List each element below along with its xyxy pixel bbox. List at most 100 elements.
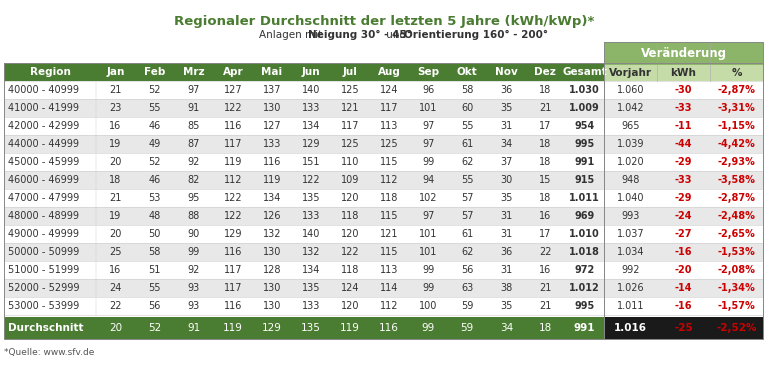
- Text: 18: 18: [539, 85, 551, 95]
- Bar: [4, 117, 604, 135]
- Bar: [604, 317, 763, 339]
- Bar: [4, 207, 604, 225]
- Text: 61: 61: [461, 139, 473, 149]
- Text: Mrz: Mrz: [183, 67, 204, 77]
- Text: 18: 18: [109, 175, 121, 185]
- Text: 82: 82: [187, 175, 200, 185]
- Text: 1.016: 1.016: [614, 323, 647, 333]
- Text: 18: 18: [539, 193, 551, 203]
- Text: 93: 93: [187, 283, 200, 293]
- Text: 38: 38: [500, 283, 512, 293]
- Text: -2,52%: -2,52%: [717, 323, 756, 333]
- Text: 35: 35: [500, 103, 512, 113]
- Text: 972: 972: [574, 265, 594, 275]
- Text: -2,93%: -2,93%: [717, 157, 756, 167]
- Text: 56: 56: [148, 301, 161, 311]
- Text: -2,08%: -2,08%: [717, 265, 756, 275]
- Text: 21: 21: [539, 103, 551, 113]
- Text: 85: 85: [187, 121, 200, 131]
- Text: 116: 116: [223, 247, 242, 257]
- Text: 119: 119: [263, 175, 281, 185]
- Text: Regionaler Durchschnitt der letzten 5 Jahre (kWh/kWp)*: Regionaler Durchschnitt der letzten 5 Ja…: [174, 15, 594, 27]
- Text: Jun: Jun: [302, 67, 320, 77]
- Text: 31: 31: [500, 265, 512, 275]
- Bar: [4, 135, 604, 153]
- Text: 127: 127: [223, 85, 242, 95]
- Text: 53000 - 53999: 53000 - 53999: [8, 301, 79, 311]
- Text: 41000 - 41999: 41000 - 41999: [8, 103, 79, 113]
- Text: 92: 92: [187, 265, 200, 275]
- Text: 1.034: 1.034: [617, 247, 644, 257]
- Text: 45000 - 45999: 45000 - 45999: [8, 157, 79, 167]
- Text: 35: 35: [500, 193, 512, 203]
- Text: 113: 113: [380, 121, 399, 131]
- Text: 46: 46: [148, 175, 161, 185]
- Text: 151: 151: [302, 157, 320, 167]
- Text: -25: -25: [674, 323, 693, 333]
- Text: 31: 31: [500, 121, 512, 131]
- Text: 23: 23: [109, 103, 121, 113]
- Text: 122: 122: [223, 211, 242, 221]
- Text: 57: 57: [461, 193, 474, 203]
- Text: 21: 21: [109, 193, 121, 203]
- Text: 993: 993: [621, 211, 640, 221]
- Text: 1.009: 1.009: [569, 103, 600, 113]
- Text: 1.026: 1.026: [617, 283, 644, 293]
- Text: 130: 130: [263, 301, 281, 311]
- Text: 47000 - 47999: 47000 - 47999: [8, 193, 79, 203]
- Text: 112: 112: [223, 175, 242, 185]
- Text: 116: 116: [223, 301, 242, 311]
- Text: 50: 50: [148, 229, 161, 239]
- Text: %: %: [731, 68, 742, 78]
- Text: 46000 - 46999: 46000 - 46999: [8, 175, 79, 185]
- Bar: [4, 261, 604, 279]
- Text: 48: 48: [148, 211, 161, 221]
- Text: 102: 102: [419, 193, 438, 203]
- Text: -1,53%: -1,53%: [717, 247, 756, 257]
- Text: 16: 16: [539, 211, 551, 221]
- Text: 120: 120: [341, 301, 359, 311]
- Text: 19: 19: [109, 211, 121, 221]
- Text: 110: 110: [341, 157, 359, 167]
- Text: 117: 117: [341, 121, 359, 131]
- Text: 16: 16: [109, 265, 121, 275]
- Text: -2,87%: -2,87%: [717, 193, 756, 203]
- Text: 915: 915: [574, 175, 594, 185]
- Text: *Quelle: www.sfv.de: *Quelle: www.sfv.de: [4, 349, 94, 357]
- Text: 49000 - 49999: 49000 - 49999: [8, 229, 79, 239]
- Text: 112: 112: [380, 301, 399, 311]
- Text: 133: 133: [302, 301, 320, 311]
- Text: 63: 63: [461, 283, 473, 293]
- Text: 97: 97: [422, 139, 435, 149]
- Text: 20: 20: [109, 157, 121, 167]
- Text: 995: 995: [574, 301, 594, 311]
- Text: 134: 134: [302, 265, 320, 275]
- Text: 97: 97: [187, 85, 200, 95]
- Text: Dez: Dez: [535, 67, 556, 77]
- Text: -27: -27: [675, 229, 692, 239]
- Bar: [604, 99, 763, 117]
- Bar: [604, 207, 763, 225]
- Text: 1.018: 1.018: [569, 247, 600, 257]
- Bar: [604, 42, 763, 339]
- Text: -16: -16: [675, 247, 692, 257]
- Text: 991: 991: [574, 323, 595, 333]
- Text: 121: 121: [380, 229, 399, 239]
- Bar: [4, 99, 604, 117]
- Text: 31: 31: [500, 211, 512, 221]
- Text: 116: 116: [223, 121, 242, 131]
- Text: 58: 58: [461, 85, 473, 95]
- Bar: [604, 153, 763, 171]
- Text: 969: 969: [574, 211, 594, 221]
- Text: 31: 31: [500, 229, 512, 239]
- Text: 96: 96: [422, 85, 434, 95]
- Text: 21: 21: [109, 85, 121, 95]
- Text: 49: 49: [148, 139, 161, 149]
- Text: 97: 97: [422, 121, 435, 131]
- Text: 52000 - 52999: 52000 - 52999: [8, 283, 80, 293]
- Text: Orientierung 160° - 200°: Orientierung 160° - 200°: [404, 30, 548, 40]
- Text: 50000 - 50999: 50000 - 50999: [8, 247, 79, 257]
- Text: 129: 129: [262, 323, 282, 333]
- Text: 992: 992: [621, 265, 640, 275]
- Text: 55: 55: [461, 121, 474, 131]
